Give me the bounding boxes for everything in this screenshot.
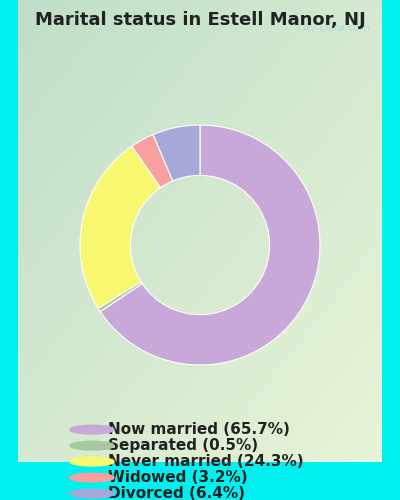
Circle shape — [70, 489, 114, 498]
Text: City-Data.com: City-Data.com — [297, 23, 371, 33]
Circle shape — [70, 425, 114, 434]
Text: Divorced (6.4%): Divorced (6.4%) — [108, 486, 245, 500]
Wedge shape — [100, 125, 320, 365]
Circle shape — [70, 457, 114, 466]
Circle shape — [70, 441, 114, 450]
Wedge shape — [80, 146, 160, 308]
Wedge shape — [98, 282, 142, 312]
Text: Never married (24.3%): Never married (24.3%) — [108, 454, 304, 469]
Wedge shape — [153, 125, 200, 181]
Text: Now married (65.7%): Now married (65.7%) — [108, 422, 290, 437]
Text: Separated (0.5%): Separated (0.5%) — [108, 438, 258, 453]
Circle shape — [70, 473, 114, 482]
Wedge shape — [132, 134, 173, 188]
Text: Widowed (3.2%): Widowed (3.2%) — [108, 470, 248, 485]
Text: Marital status in Estell Manor, NJ: Marital status in Estell Manor, NJ — [35, 11, 365, 29]
